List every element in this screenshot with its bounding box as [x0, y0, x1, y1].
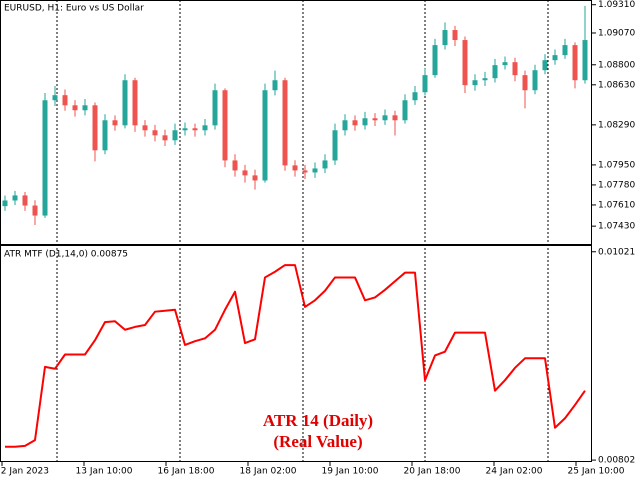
candle-body [252, 175, 258, 181]
candle-body [492, 65, 498, 79]
candle-body [342, 120, 348, 131]
candle-body [402, 100, 408, 121]
x-tick-label: 19 Jan 10:00 [322, 467, 379, 477]
candle-body [552, 55, 558, 61]
candle-body [152, 130, 158, 136]
candle-body [422, 75, 428, 93]
candle-body [302, 170, 308, 173]
candle-body [132, 80, 138, 126]
atr-line [5, 264, 586, 448]
candle-body [232, 160, 238, 171]
y-tick-label: 1.07780 [598, 180, 635, 190]
candle-body [442, 30, 448, 46]
x-tick-label: 18 Jan 02:00 [240, 467, 297, 477]
candle-body [272, 80, 278, 91]
candle-body [432, 45, 438, 76]
candle-body [362, 118, 368, 126]
y-tick-label: 0.01021 [598, 247, 635, 257]
candle-body [242, 170, 248, 176]
annotation: ATR 14 (Daily) [263, 411, 373, 430]
candle-body [262, 90, 268, 181]
candle-body [292, 165, 298, 171]
candle-body [42, 100, 48, 216]
candle-body [472, 80, 478, 86]
candle-body [542, 60, 548, 71]
candle-body [332, 130, 338, 161]
candle-body [502, 62, 508, 66]
annotation: (Real Value) [273, 432, 362, 451]
candle-body [352, 120, 358, 126]
candle-body [32, 205, 38, 216]
candle-body [222, 90, 228, 161]
candle-body [562, 45, 568, 56]
plot-frame [0, 0, 592, 462]
candle-body [412, 92, 418, 101]
candle-body [12, 195, 18, 201]
candle-body [22, 195, 28, 206]
candle-body [62, 95, 68, 106]
candle-body [182, 128, 188, 131]
candle-body [72, 105, 78, 111]
symbol-title: EURUSD, H1: Euro vs US Dollar [4, 4, 144, 14]
x-tick-label: 20 Jan 18:00 [404, 467, 461, 477]
candle-body [322, 160, 328, 169]
candle-body [532, 70, 538, 91]
y-tick-label: 1.09310 [598, 0, 635, 10]
y-tick-label: 1.07430 [598, 222, 635, 232]
candle-body [192, 128, 198, 131]
y-tick-label: 1.09070 [598, 28, 635, 38]
candle-body [312, 168, 318, 173]
y-tick-label: 1.08800 [598, 60, 635, 70]
candle-body [462, 40, 468, 86]
candle-body [522, 75, 528, 91]
candle-body [382, 115, 388, 121]
candle-body [172, 130, 178, 141]
y-tick-label: 1.08290 [598, 120, 635, 130]
x-tick-label: 25 Jan 10:00 [568, 467, 625, 477]
candle-body [82, 105, 88, 111]
candle-body [112, 120, 118, 126]
candle-body [142, 125, 148, 131]
x-tick-label: 16 Jan 18:00 [158, 467, 215, 477]
candle-body [2, 200, 8, 207]
candle-body [102, 120, 108, 151]
candle-body [212, 90, 218, 126]
candle-body [512, 62, 518, 76]
x-tick-label: 12 Jan 2023 [0, 467, 49, 477]
candle-body [452, 30, 458, 41]
candle-body [482, 78, 488, 81]
y-tick-label: 0.00802 [598, 456, 635, 466]
y-tick-label: 1.07610 [598, 200, 635, 210]
candle-body [572, 45, 578, 81]
candle-body [52, 95, 58, 101]
candle-body [202, 125, 208, 131]
candle-body [92, 105, 98, 151]
y-tick-label: 1.08630 [598, 80, 635, 90]
y-tick-label: 1.07950 [598, 160, 635, 170]
candle-body [582, 40, 588, 81]
candle-body [392, 115, 398, 121]
candle-body [162, 135, 168, 141]
candle-body [372, 118, 378, 121]
x-tick-label: 13 Jan 10:00 [76, 467, 133, 477]
indicator-title: ATR MTF (D1,14,0) 0.00875 [4, 250, 128, 260]
x-tick-label: 24 Jan 02:00 [486, 467, 543, 477]
candle-body [122, 80, 128, 126]
candle-body [282, 80, 288, 166]
